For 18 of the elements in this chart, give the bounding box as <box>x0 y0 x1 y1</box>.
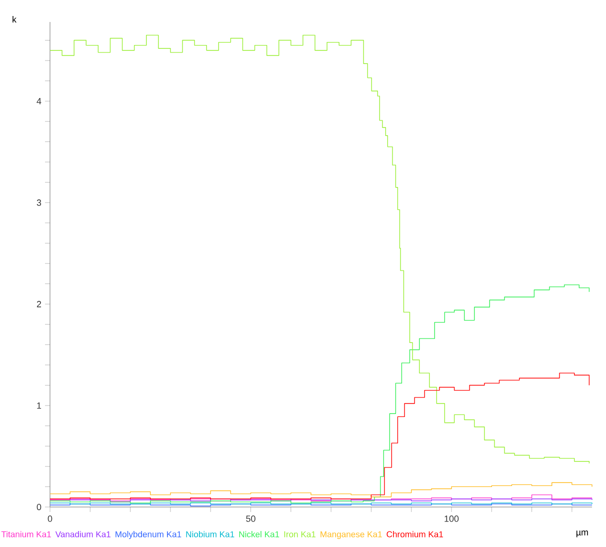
text: Niobium Ka1 <box>186 531 234 538</box>
y-axis-title: k <box>12 16 16 22</box>
text: Vanadium Ka1 <box>55 531 110 538</box>
text: Iron Ka1 <box>284 531 316 538</box>
text: Manganese Ka1 <box>320 531 382 539</box>
x-tick-label: 50 <box>246 516 256 522</box>
x-tick-label: 100 <box>444 516 459 522</box>
y-tick-label: 4 <box>36 98 42 104</box>
text: Molybdenum Ka1 <box>116 531 182 539</box>
y-tick-label: 2 <box>36 300 42 308</box>
y-tick-label: 3 <box>36 199 42 206</box>
text: Titanium Ka1 <box>1 531 51 538</box>
y-tick-label: 0 <box>36 504 42 510</box>
text: Chromium Ka1 <box>386 531 443 538</box>
x-axis-title: µm <box>576 530 588 538</box>
x-tick-label: 0 <box>48 516 52 522</box>
y-tick-label: 1 <box>37 402 42 409</box>
text: Nickel Ka1 <box>239 531 280 538</box>
